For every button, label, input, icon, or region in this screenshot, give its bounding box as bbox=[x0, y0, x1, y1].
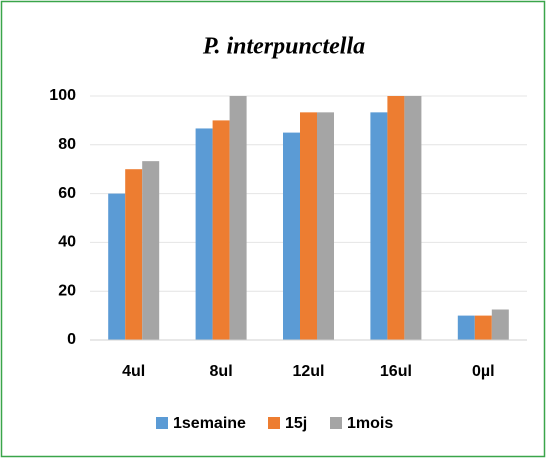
y-tick-label: 20 bbox=[58, 282, 76, 299]
bar bbox=[283, 132, 300, 340]
bar bbox=[212, 120, 230, 341]
bar bbox=[300, 112, 317, 341]
legend-swatch bbox=[156, 417, 168, 429]
bar bbox=[474, 315, 492, 340]
bar bbox=[387, 96, 405, 340]
x-tick-label: 16ul bbox=[380, 363, 412, 380]
x-tick-label: 12ul bbox=[292, 363, 324, 380]
bar bbox=[370, 112, 388, 341]
y-tick-label: 0 bbox=[67, 331, 76, 348]
y-tick-label: 60 bbox=[58, 185, 76, 202]
legend-swatch bbox=[268, 417, 280, 429]
bar bbox=[195, 128, 213, 340]
bar bbox=[142, 161, 160, 340]
legend-swatch bbox=[330, 417, 342, 429]
legend-label: 15j bbox=[285, 415, 307, 432]
legend-label: 1mois bbox=[347, 415, 393, 432]
x-tick-label: 4ul bbox=[122, 363, 145, 380]
bar bbox=[229, 96, 247, 340]
bar bbox=[457, 315, 475, 340]
bar bbox=[317, 112, 334, 341]
legend-label: 1semaine bbox=[173, 415, 246, 432]
bar bbox=[108, 193, 126, 340]
chart-title: P. interpunctella bbox=[202, 34, 365, 60]
y-tick-label: 40 bbox=[58, 234, 76, 251]
bar bbox=[491, 309, 509, 340]
y-tick-label: 100 bbox=[49, 87, 76, 104]
bar bbox=[404, 96, 422, 340]
x-tick-label: 0µl bbox=[472, 363, 495, 380]
y-tick-label: 80 bbox=[58, 136, 76, 153]
bar bbox=[125, 169, 143, 340]
x-tick-label: 8ul bbox=[210, 363, 233, 380]
